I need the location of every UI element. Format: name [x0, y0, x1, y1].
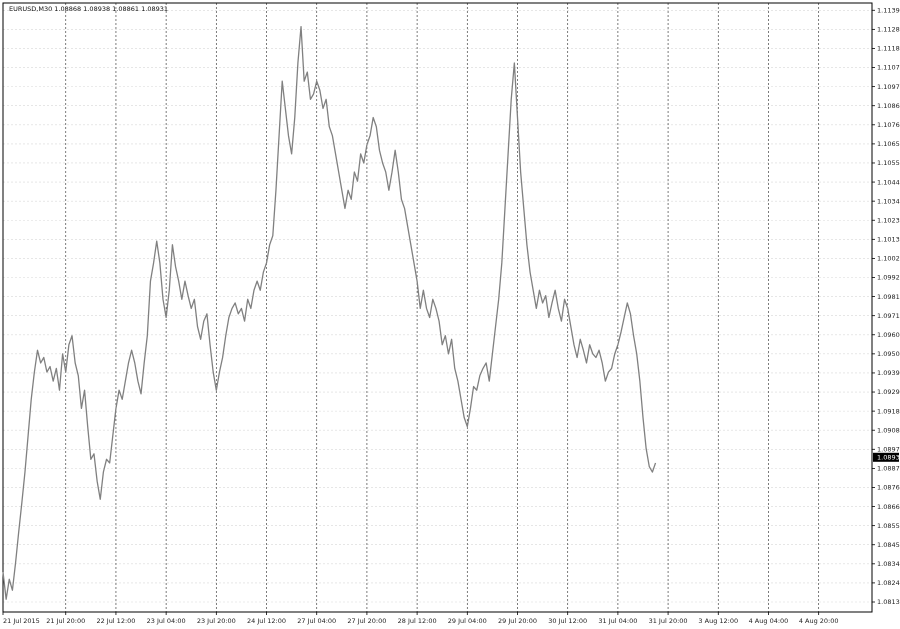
x-tick-label: 4 Aug 20:00 [799, 617, 839, 625]
y-tick-label: 1.10445 [877, 178, 900, 186]
y-tick-label: 1.09815 [877, 293, 900, 301]
price-axis: 1.11390 1.11285 1.11180 1.11075 1.10970 1.108… [872, 6, 900, 606]
y-tick-label: 1.09605 [877, 331, 900, 339]
y-tick-label: 1.08660 [877, 503, 900, 511]
period-separators [65, 3, 820, 612]
x-tick-label: 4 Aug 04:00 [749, 617, 789, 625]
series-line [2, 25, 657, 600]
time-axis: 21 Jul 2015 21 Jul 20:00 22 Jul 12:00 23 Ju… [2, 612, 839, 625]
y-tick-label: 1.10760 [877, 121, 900, 129]
y-tick-label: 1.09080 [877, 426, 900, 434]
x-tick-label: 23 Jul 20:00 [197, 617, 236, 625]
y-tick-label: 1.11390 [877, 6, 900, 14]
y-tick-label: 1.10130 [877, 236, 900, 244]
y-tick-label: 1.11075 [877, 64, 900, 72]
x-tick-label: 27 Jul 20:00 [347, 617, 386, 625]
y-tick-label: 1.10970 [877, 83, 900, 91]
y-tick-label: 1.10865 [877, 102, 900, 110]
y-tick-label: 1.10340 [877, 197, 900, 205]
price-series [2, 25, 657, 600]
y-tick-label: 1.10025 [877, 255, 900, 263]
y-tick-label: 1.11285 [877, 26, 900, 34]
x-tick-label: 29 Jul 04:00 [448, 617, 487, 625]
y-tick-label: 1.09710 [877, 312, 900, 320]
y-tick-label: 1.09920 [877, 274, 900, 282]
last-price-background [873, 452, 899, 462]
y-tick-label: 1.08240 [877, 579, 900, 587]
y-tick-label: 1.10655 [877, 140, 900, 148]
y-tick-label: 1.08450 [877, 541, 900, 549]
y-tick-label: 1.08345 [877, 560, 900, 568]
y-tick-label: 1.09395 [877, 369, 900, 377]
x-tick-label: 23 Jul 04:00 [147, 617, 186, 625]
grid-lines [3, 9, 872, 603]
x-tick-label: 30 Jul 12:00 [548, 617, 587, 625]
x-tick-label: 27 Jul 04:00 [297, 617, 336, 625]
x-tick-label: 31 Jul 04:00 [598, 617, 637, 625]
x-tick-label: 24 Jul 12:00 [247, 617, 286, 625]
y-tick-label: 1.08555 [877, 522, 900, 530]
x-tick-label: 22 Jul 12:00 [96, 617, 135, 625]
plot-frame [2, 2, 873, 613]
x-tick-label: 21 Jul 20:00 [46, 617, 85, 625]
y-tick-label: 1.08135 [877, 598, 900, 606]
x-tick-label: 21 Jul 2015 [3, 617, 40, 625]
last-price-marker: 1.08931 [873, 452, 900, 462]
y-tick-label: 1.08765 [877, 484, 900, 492]
x-tick-label: 29 Jul 20:00 [498, 617, 537, 625]
last-price-label: 1.08931 [877, 454, 900, 462]
y-tick-label: 1.09500 [877, 350, 900, 358]
y-tick-label: 1.08870 [877, 465, 900, 473]
x-tick-label: 28 Jul 12:00 [398, 617, 437, 625]
y-tick-label: 1.10550 [877, 159, 900, 167]
y-tick-label: 1.08975 [877, 445, 900, 453]
x-tick-label: 31 Jul 20:00 [649, 617, 688, 625]
chart-title: EURUSD,M30 1.08868 1.08938 1.08861 1.089… [9, 5, 168, 13]
y-tick-label: 1.09290 [877, 388, 900, 396]
y-tick-label: 1.11180 [877, 45, 900, 53]
y-tick-label: 1.10235 [877, 216, 900, 224]
x-tick-label: 3 Aug 12:00 [698, 617, 738, 625]
y-tick-label: 1.09185 [877, 407, 900, 415]
